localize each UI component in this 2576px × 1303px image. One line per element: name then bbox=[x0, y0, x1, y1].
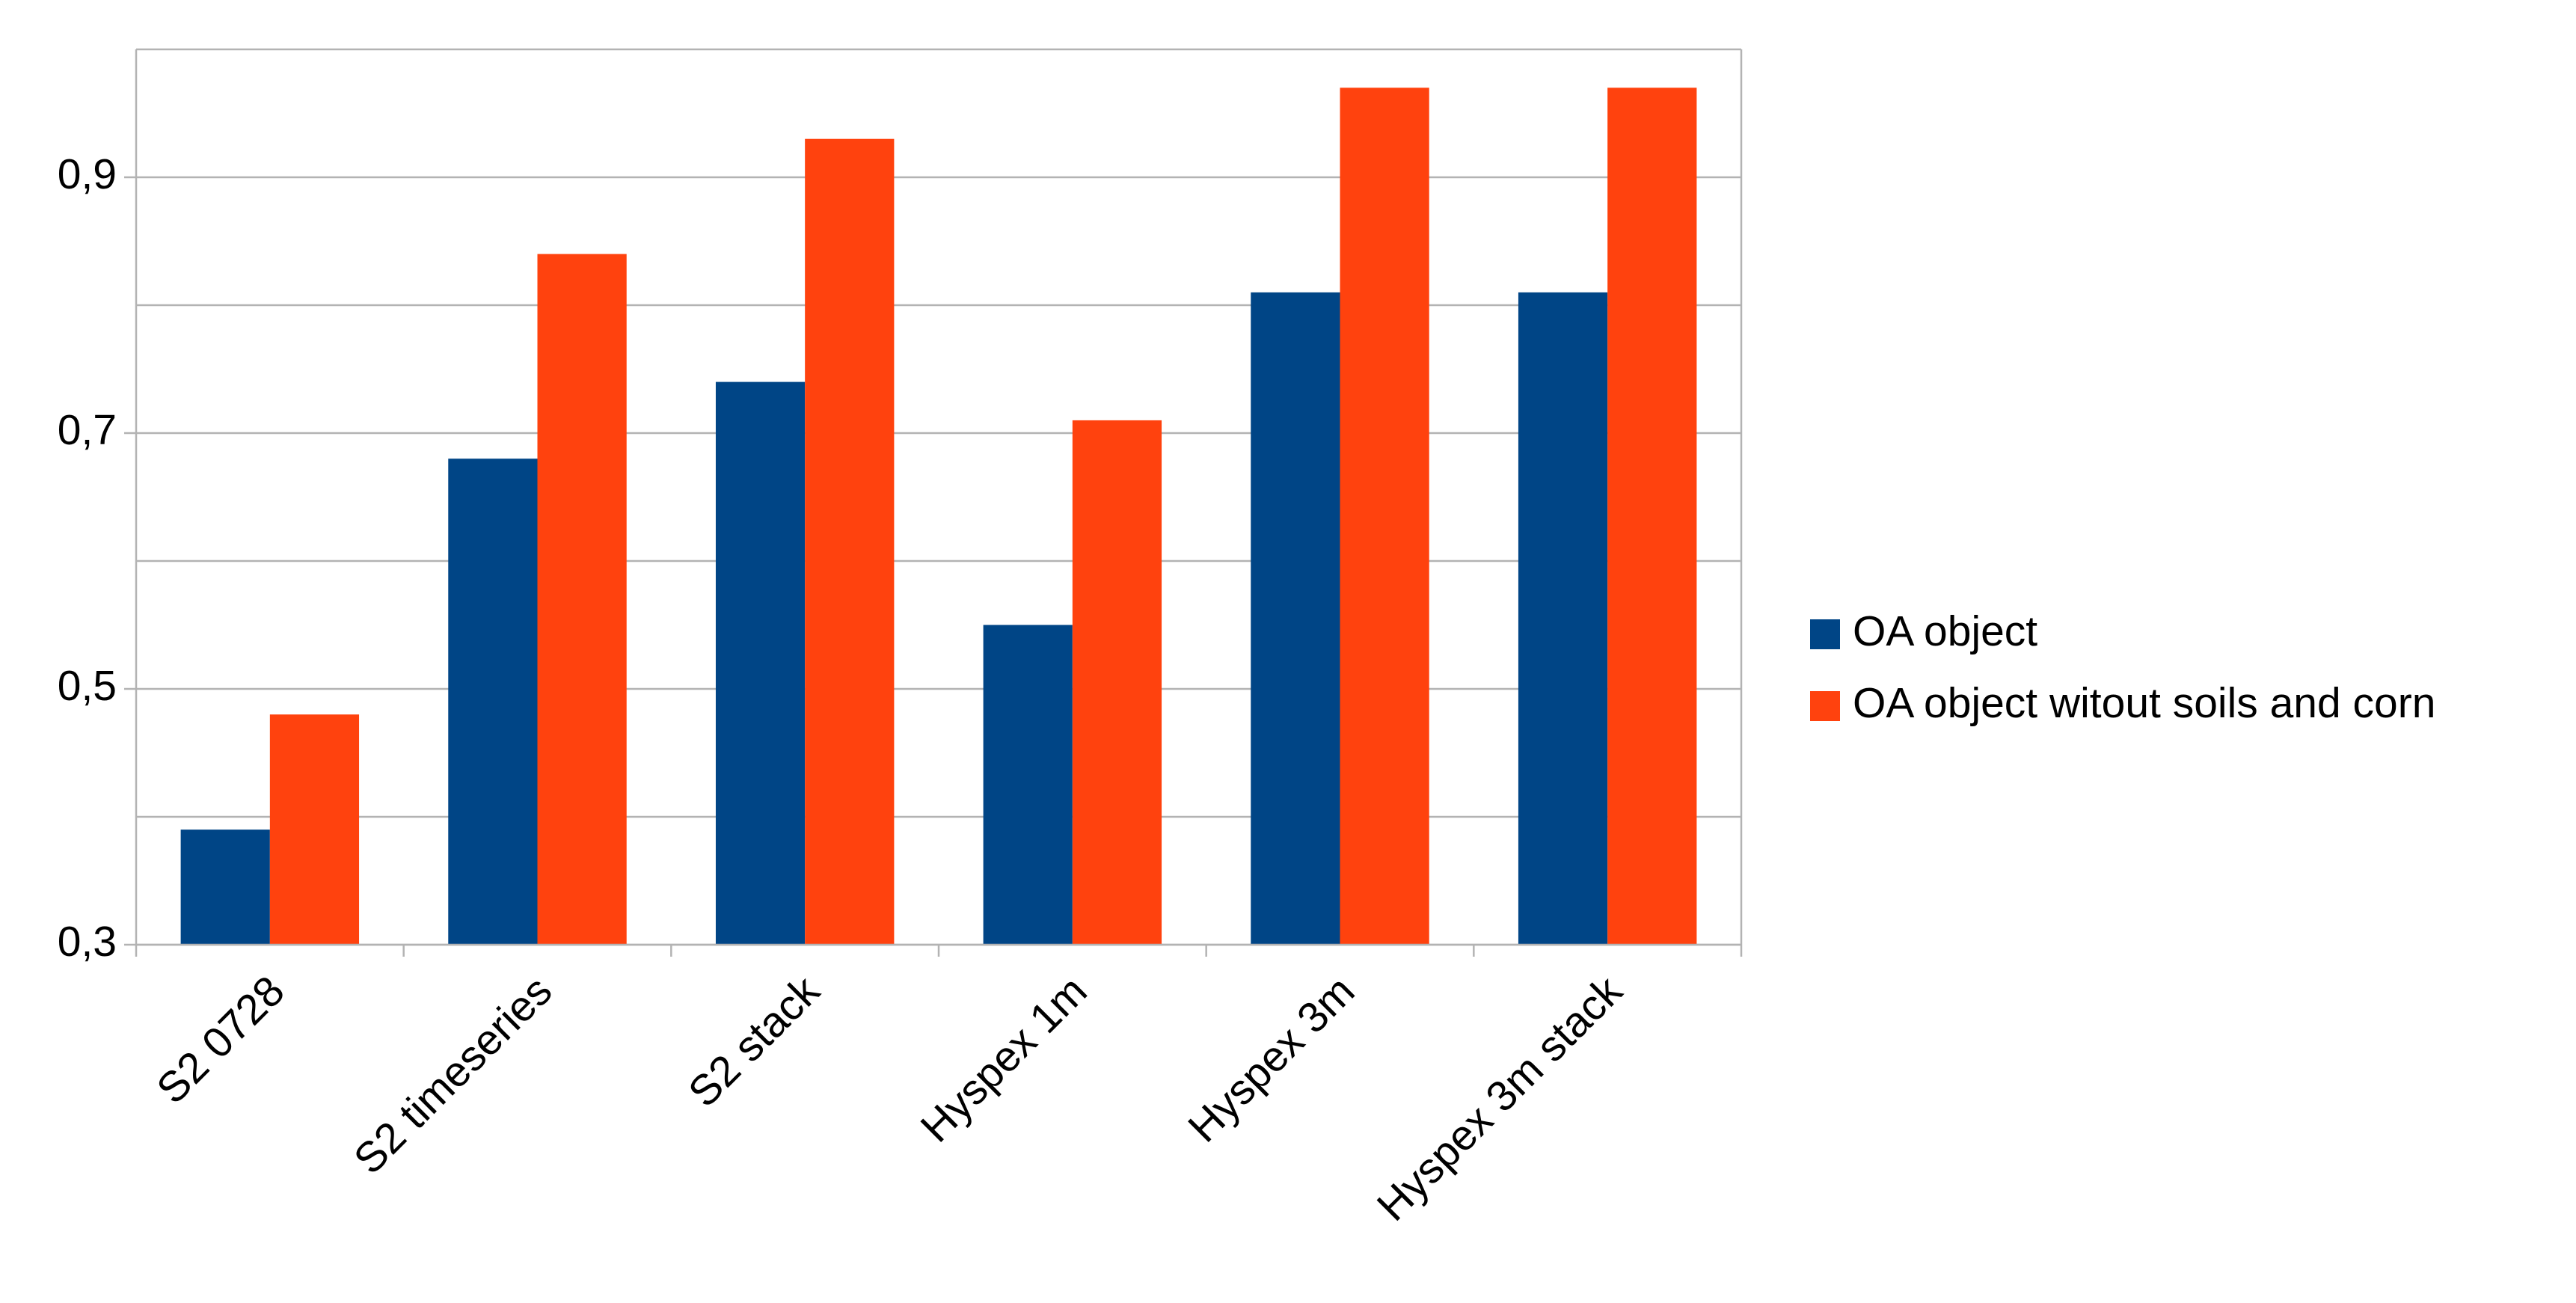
bar bbox=[983, 625, 1073, 945]
bar bbox=[715, 381, 806, 945]
y-tick-label: 0,9 bbox=[58, 150, 117, 198]
legend-swatch bbox=[1810, 619, 1840, 649]
bar bbox=[1518, 292, 1608, 945]
x-tick-label: S2 timeseries bbox=[345, 967, 561, 1183]
y-tick-label: 0,7 bbox=[58, 406, 117, 454]
legend-label: OA object bbox=[1853, 607, 2037, 655]
bar bbox=[180, 830, 270, 945]
x-tick-label: Hyspex 3m bbox=[1179, 967, 1364, 1152]
bar bbox=[537, 254, 627, 945]
bar bbox=[448, 459, 538, 945]
bar bbox=[1072, 420, 1162, 945]
bar bbox=[1340, 88, 1429, 945]
y-tick-label: 0,5 bbox=[58, 662, 117, 710]
x-tick-label: S2 stack bbox=[679, 966, 829, 1116]
x-tick-label: Hyspex 3m stack bbox=[1368, 966, 1631, 1230]
bar bbox=[269, 714, 360, 945]
x-tick-label: S2 0728 bbox=[147, 967, 293, 1113]
bar bbox=[805, 138, 895, 945]
x-tick-label: Hyspex 1m bbox=[912, 967, 1097, 1152]
bar bbox=[1607, 88, 1697, 945]
bar bbox=[1251, 292, 1340, 945]
legend-label: OA object witout soils and corn bbox=[1853, 679, 2435, 727]
legend-swatch bbox=[1810, 691, 1840, 721]
y-tick-label: 0,3 bbox=[58, 918, 117, 966]
